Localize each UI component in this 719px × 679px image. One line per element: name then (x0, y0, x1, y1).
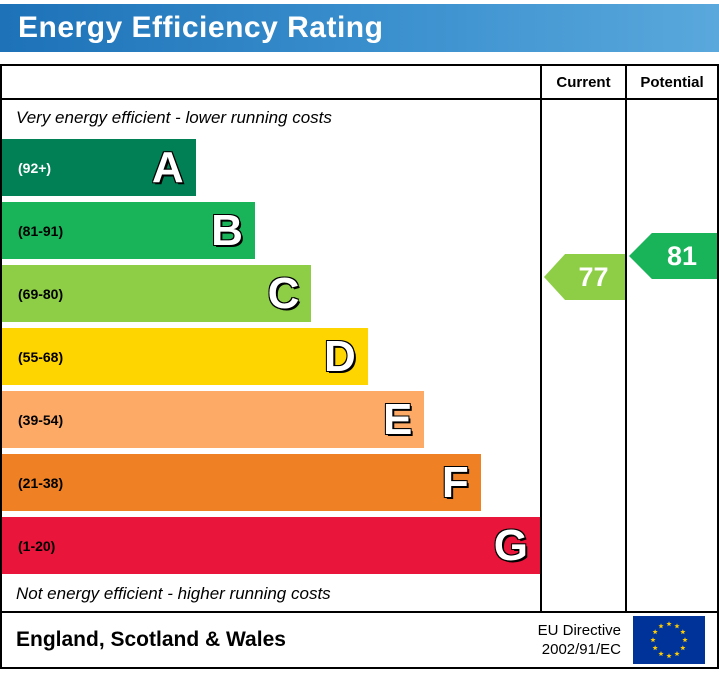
band-e-letter: E (382, 394, 413, 444)
footer: England, Scotland & Wales EU Directive 2… (2, 611, 717, 667)
band-g-range-label: (1-20) (18, 537, 56, 554)
band-row-b: (81-91) B (2, 199, 540, 262)
potential-column: 81 (625, 100, 717, 611)
header-current: Current (540, 66, 625, 100)
page-title: Energy Efficiency Rating (18, 11, 384, 44)
band-g-letter: G (493, 520, 528, 570)
band-c-range-label: (69-80) (18, 285, 64, 302)
region-label: England, Scotland & Wales (16, 628, 286, 651)
band-f-range-label: (21-38) (18, 474, 64, 491)
eu-flag-icon (633, 616, 705, 664)
caption-bottom: Not energy efficient - higher running co… (16, 584, 331, 603)
band-g-bar: (1-20) G (2, 517, 540, 574)
title-bar: Energy Efficiency Rating (0, 4, 719, 52)
band-a-bar: (92+) A (2, 139, 196, 196)
band-b-letter: B (211, 205, 243, 255)
potential-rating-value: 81 (666, 240, 698, 271)
header-potential: Potential (625, 66, 717, 100)
potential-rating-marker: 81 (629, 233, 717, 279)
header-spacer (2, 66, 540, 100)
current-rating-value: 77 (578, 261, 609, 292)
band-e-bar: (39-54) E (2, 391, 425, 448)
band-row-a: (92+) A (2, 136, 540, 199)
band-f-bar: (21-38) F (2, 454, 481, 511)
band-a-letter: A (151, 142, 184, 192)
band-f-letter: F (441, 457, 469, 507)
epc-chart: Current Potential Very energy efficient … (0, 64, 719, 669)
band-row-g: (1-20) G (2, 514, 540, 577)
band-row-d: (55-68) D (2, 325, 540, 388)
caption-top: Very energy efficient - lower running co… (16, 108, 332, 127)
band-d-bar: (55-68) D (2, 328, 368, 385)
band-row-c: (69-80) C (2, 262, 540, 325)
band-d-range-label: (55-68) (18, 348, 64, 365)
band-b-range-label: (81-91) (18, 222, 64, 239)
eu-directive-label: EU Directive 2002/91/EC (538, 621, 621, 660)
band-a-range-label: (92+) (18, 159, 52, 176)
band-e-range-label: (39-54) (18, 411, 64, 428)
band-b-bar: (81-91) B (2, 202, 255, 259)
band-c-bar: (69-80) C (2, 265, 312, 322)
band-d-letter: D (324, 331, 356, 381)
band-row-e: (39-54) E (2, 388, 540, 451)
current-column: 77 (540, 100, 625, 611)
band-row-f: (21-38) F (2, 451, 540, 514)
band-c-letter: C (267, 268, 300, 318)
bands-area: Very energy efficient - lower running co… (2, 100, 540, 611)
eu-directive-line2: 2002/91/EC (541, 641, 621, 658)
current-rating-marker: 77 (544, 254, 625, 300)
eu-directive-line1: EU Directive (537, 621, 621, 639)
